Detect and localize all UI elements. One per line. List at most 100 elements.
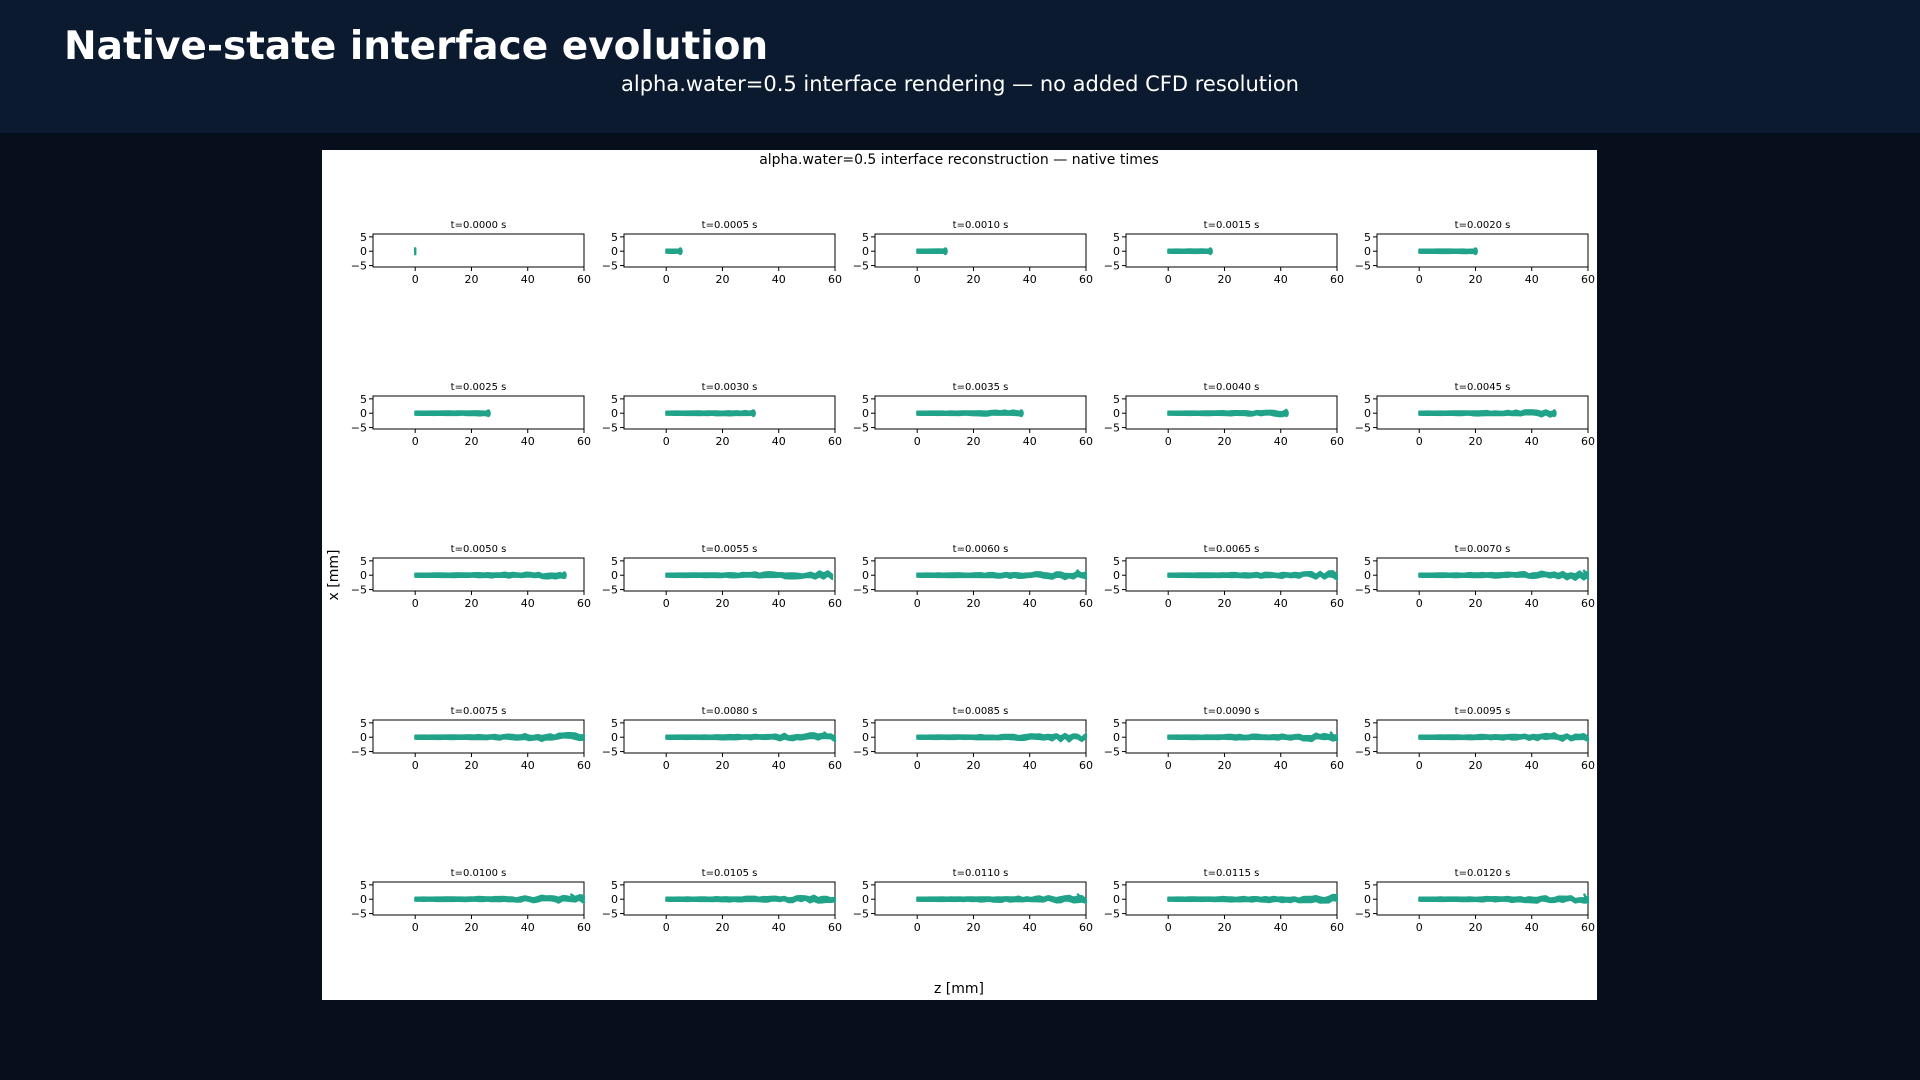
y-tick-label: 5: [360, 231, 367, 244]
interface-curve: [665, 570, 834, 581]
jet-tip: [1472, 247, 1478, 256]
x-tick-label: 60: [828, 921, 842, 934]
panel-frame: [1125, 395, 1338, 430]
x-tick-label: 0: [1416, 921, 1423, 934]
x-tick-label: 40: [1274, 273, 1288, 286]
x-tick-label: 0: [412, 273, 419, 286]
y-tick-label: 5: [1364, 231, 1371, 244]
y-tick-label: 0: [360, 731, 367, 744]
x-tick-label: 40: [1274, 921, 1288, 934]
jet-tip: [1207, 247, 1213, 256]
x-tick-label: 40: [772, 435, 786, 448]
y-tick-label: 5: [862, 555, 869, 568]
interface-curve: [665, 409, 755, 417]
x-tick-label: 40: [772, 273, 786, 286]
y-tick-label: −5: [602, 422, 618, 435]
y-tick-label: 5: [1113, 879, 1120, 892]
jet-tip: [561, 571, 567, 580]
x-tick-label: 0: [914, 273, 921, 286]
x-tick-label: 20: [464, 759, 478, 772]
y-tick-label: −5: [351, 260, 367, 273]
y-axis-label: x [mm]: [326, 550, 342, 601]
x-tick-label: 20: [1217, 597, 1231, 610]
x-tick-label: 60: [1581, 597, 1595, 610]
interface-fragment: [570, 893, 586, 904]
x-tick-label: 0: [412, 435, 419, 448]
x-tick-label: 20: [1468, 435, 1482, 448]
interface-curve: [1418, 248, 1477, 255]
y-tick-label: −5: [853, 746, 869, 759]
panel-frame: [874, 233, 1087, 268]
x-tick-label: 20: [715, 435, 729, 448]
y-tick-label: 5: [862, 231, 869, 244]
y-tick-label: 5: [1113, 393, 1120, 406]
x-tick-label: 60: [1330, 759, 1344, 772]
x-tick-label: 40: [521, 921, 535, 934]
figure-canvas: alpha.water=0.5 interface reconstruction…: [322, 150, 1597, 1000]
x-tick-label: 60: [1581, 921, 1595, 934]
y-tick-label: 5: [360, 393, 367, 406]
y-tick-label: 5: [360, 879, 367, 892]
y-tick-label: −5: [602, 746, 618, 759]
x-tick-label: 60: [1581, 759, 1595, 772]
interface-curve: [916, 248, 947, 254]
panel-title: t=0.0110 s: [953, 868, 1009, 879]
y-tick-label: −5: [853, 584, 869, 597]
panel-frame: [1376, 233, 1589, 268]
x-tick-label: 40: [521, 759, 535, 772]
x-tick-label: 0: [1416, 273, 1423, 286]
x-tick-label: 20: [1468, 921, 1482, 934]
interface-fragment: [1329, 731, 1339, 742]
panel-title: t=0.0030 s: [702, 382, 758, 393]
panel-title: t=0.0090 s: [1204, 706, 1260, 717]
y-tick-label: −5: [1104, 908, 1120, 921]
interface-fragment: [1076, 569, 1088, 580]
x-tick-label: 0: [1416, 597, 1423, 610]
x-tick-label: 40: [1274, 597, 1288, 610]
y-tick-label: −5: [602, 584, 618, 597]
panel-title: t=0.0085 s: [953, 706, 1009, 717]
x-tick-label: 0: [412, 597, 419, 610]
x-tick-label: 40: [772, 597, 786, 610]
x-tick-label: 20: [966, 273, 980, 286]
x-tick-label: 60: [1330, 435, 1344, 448]
x-tick-label: 0: [1416, 435, 1423, 448]
panel-title: t=0.0055 s: [702, 544, 758, 555]
y-tick-label: 0: [611, 893, 618, 906]
x-tick-label: 0: [412, 921, 419, 934]
panel-title: t=0.0075 s: [451, 706, 507, 717]
y-tick-label: 0: [862, 407, 869, 420]
interface-curve: [1418, 409, 1556, 418]
x-tick-label: 40: [1023, 273, 1037, 286]
panel-title: t=0.0115 s: [1204, 868, 1260, 879]
x-tick-label: 20: [966, 597, 980, 610]
interface-curve: [1167, 893, 1338, 904]
jet-tip: [942, 247, 948, 256]
x-tick-label: 20: [1217, 435, 1231, 448]
interface-curve: [1167, 248, 1212, 255]
y-tick-label: −5: [602, 908, 618, 921]
y-tick-label: 0: [862, 893, 869, 906]
y-tick-label: 0: [1113, 569, 1120, 582]
x-tick-label: 0: [663, 921, 670, 934]
interface-fragment: [1583, 893, 1590, 904]
y-tick-label: 5: [1364, 717, 1371, 730]
interface-curve: [1418, 732, 1589, 743]
x-tick-label: 20: [1468, 759, 1482, 772]
x-tick-label: 20: [1217, 273, 1231, 286]
x-tick-label: 40: [1274, 759, 1288, 772]
x-tick-label: 60: [1581, 435, 1595, 448]
y-tick-label: 0: [360, 407, 367, 420]
y-tick-label: −5: [1355, 746, 1371, 759]
x-tick-label: 60: [828, 435, 842, 448]
panel-title: t=0.0065 s: [1204, 544, 1260, 555]
y-tick-label: −5: [1104, 260, 1120, 273]
